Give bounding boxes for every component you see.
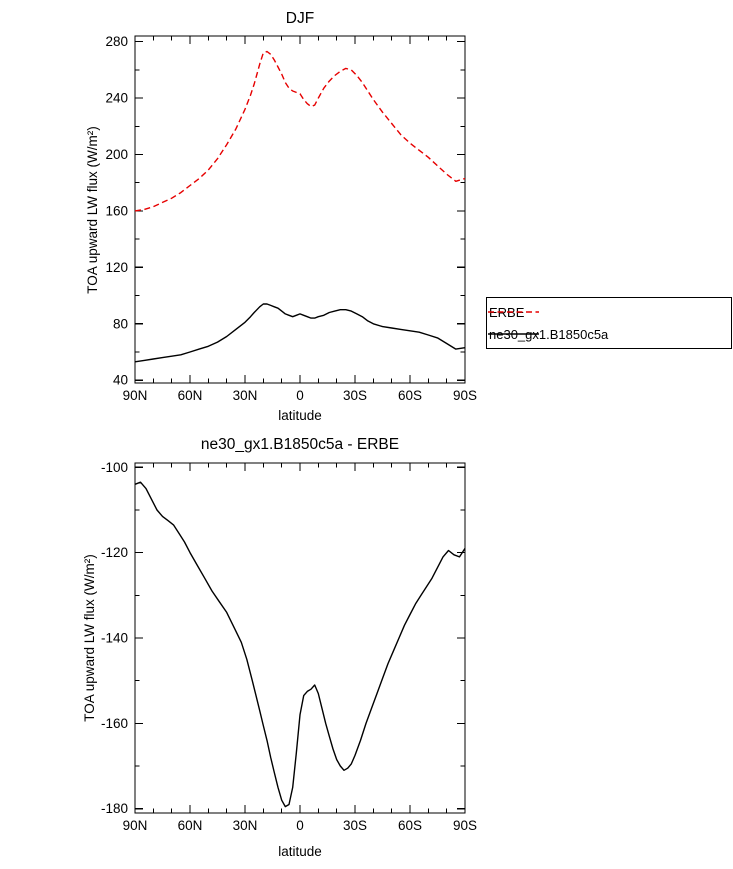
top-yaxis-label: TOA upward LW flux (W/m²) — [85, 126, 100, 294]
svg-text:120: 120 — [105, 260, 128, 275]
svg-text:30S: 30S — [343, 818, 367, 833]
svg-text:200: 200 — [105, 147, 128, 162]
bottom-chart: ne30_gx1.B1850c5a - ERBE latitude TOA up… — [82, 436, 477, 859]
svg-text:-160: -160 — [101, 716, 128, 731]
legend-label-erbe: ERBE — [489, 304, 525, 320]
series-line-model — [134, 303, 466, 363]
legend-label-model: ne30_gx1.B1850c5a — [489, 326, 609, 342]
svg-text:60N: 60N — [178, 818, 203, 833]
bottom-xaxis-label: latitude — [278, 844, 322, 859]
top-chart-title: DJF — [286, 10, 314, 27]
model-solid-line-sample — [488, 333, 539, 335]
svg-text:240: 240 — [105, 91, 128, 106]
svg-text:30N: 30N — [233, 388, 258, 403]
svg-text:60S: 60S — [398, 388, 422, 403]
top-xaxis-label: latitude — [278, 408, 322, 423]
top-chart: DJF latitude TOA upward LW flux (W/m²) 9… — [85, 10, 477, 423]
svg-text:80: 80 — [113, 316, 128, 331]
bottom-chart-title: ne30_gx1.B1850c5a - ERBE — [201, 436, 399, 453]
bottom-yaxis-label: TOA upward LW flux (W/m²) — [82, 554, 97, 722]
series-line-model — [134, 481, 466, 808]
svg-text:40: 40 — [113, 373, 128, 388]
series-line-erbe — [134, 50, 466, 212]
svg-text:-120: -120 — [101, 545, 128, 560]
legend-entry-model: ne30_gx1.B1850c5a — [488, 324, 731, 344]
svg-text:90S: 90S — [453, 818, 477, 833]
svg-text:60S: 60S — [398, 818, 422, 833]
svg-text:60N: 60N — [178, 388, 203, 403]
bottom-plot-area: 90N 60N 30N 0 30S 60S 90S -180 -160 -140 -120 -100 — [101, 460, 477, 833]
svg-text:280: 280 — [105, 34, 128, 49]
svg-text:90S: 90S — [453, 388, 477, 403]
svg-text:0: 0 — [296, 818, 304, 833]
svg-text:-100: -100 — [101, 460, 128, 475]
legend: ERBE ne30_gx1.B1850c5a — [486, 297, 732, 349]
svg-text:160: 160 — [105, 203, 128, 218]
top-plot-area: 90N 60N 30N 0 30S 60S 90S 40 80 120 160 200 240 280 — [105, 34, 477, 403]
erbe-dashed-line-sample — [488, 311, 539, 313]
svg-text:30S: 30S — [343, 388, 367, 403]
svg-text:-180: -180 — [101, 801, 128, 816]
svg-text:90N: 90N — [123, 818, 148, 833]
svg-text:30N: 30N — [233, 818, 258, 833]
legend-entry-erbe: ERBE — [488, 302, 731, 322]
svg-text:-140: -140 — [101, 631, 128, 646]
svg-text:0: 0 — [296, 388, 304, 403]
svg-text:90N: 90N — [123, 388, 148, 403]
